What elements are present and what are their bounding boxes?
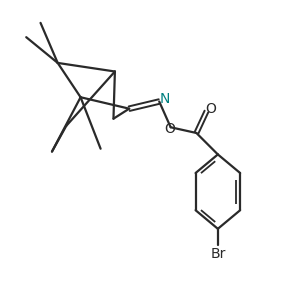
Text: N: N (159, 92, 170, 106)
Text: O: O (164, 122, 175, 136)
Text: Br: Br (210, 247, 226, 261)
Text: O: O (205, 102, 216, 116)
